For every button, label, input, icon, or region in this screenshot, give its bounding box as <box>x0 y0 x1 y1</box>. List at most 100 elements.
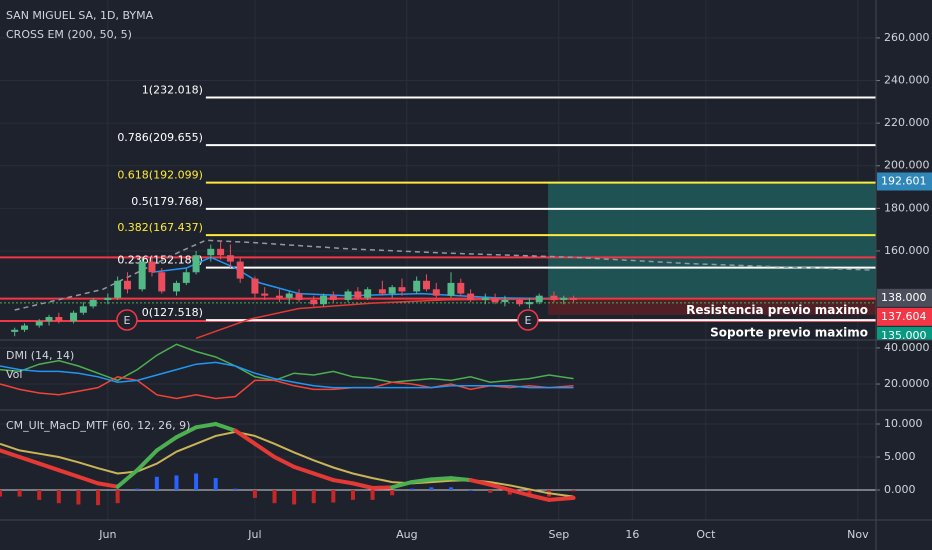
line-label: Resistencia previo maximo <box>686 303 868 317</box>
macd-segment <box>17 454 42 466</box>
macd-segment <box>96 481 120 489</box>
candle-body <box>516 299 524 305</box>
macd-segment <box>135 448 159 473</box>
histogram-bar <box>311 489 316 504</box>
histogram-bar <box>272 489 277 504</box>
candle-body <box>378 289 386 294</box>
indicator-line <box>0 343 574 383</box>
macd-segment <box>233 428 257 446</box>
candle-body <box>457 282 465 294</box>
x-tick-label: Jul <box>247 528 261 541</box>
candle-body <box>295 293 303 300</box>
macd-segment <box>527 493 552 502</box>
histogram-bar <box>292 489 297 505</box>
macd-segment <box>390 480 414 490</box>
fib-label: 0.236(152.180) <box>117 254 203 267</box>
loss-zone <box>548 297 876 315</box>
earnings-marker <box>116 309 138 331</box>
price-badge-label: 138.000 <box>881 291 927 304</box>
histogram-bar <box>233 488 238 490</box>
candle-body <box>525 302 533 305</box>
histogram-bar <box>507 489 512 495</box>
y-tick-label: 220.000 <box>884 116 930 129</box>
pane-title: DMI (14, 14) <box>6 349 74 362</box>
y-tick-label: 5.000 <box>884 450 916 463</box>
candle-body <box>261 293 269 296</box>
candle-body <box>432 289 440 296</box>
x-tick-label: Nov <box>847 528 869 541</box>
candle-body <box>570 297 578 300</box>
candle-body <box>501 299 509 303</box>
macd-segment <box>547 495 576 502</box>
indicator-line <box>0 376 574 400</box>
indicator-line <box>0 361 574 389</box>
candle-body <box>560 297 568 300</box>
candle-body <box>251 278 259 294</box>
price-badge <box>877 307 932 326</box>
y-tick-label: 240.000 <box>884 74 930 87</box>
y-tick-label: 20.0000 <box>884 377 930 390</box>
candle-body <box>70 312 78 322</box>
candle-body <box>236 261 244 279</box>
candle-body <box>344 291 352 300</box>
histogram-bar <box>17 489 22 497</box>
candle-body <box>310 299 318 305</box>
histogram-bar <box>350 489 355 500</box>
macd-segment <box>194 421 218 430</box>
macd-segment <box>213 421 238 433</box>
price-badge-label: 135.000 <box>881 329 927 342</box>
earnings-marker <box>517 309 539 331</box>
candle-body <box>138 261 146 290</box>
candle-body <box>320 295 328 305</box>
y-tick-label: 0.000 <box>884 483 916 496</box>
y-tick-label: 260.000 <box>884 31 930 44</box>
histogram-bar <box>468 489 473 491</box>
candle-body <box>285 293 293 298</box>
candle-body <box>364 289 372 298</box>
candle-body <box>481 297 489 300</box>
candle-body <box>217 248 225 256</box>
histogram-bar <box>37 489 42 500</box>
candle-body <box>158 272 166 292</box>
histogram-bar <box>331 489 336 503</box>
fib-label: 0(127.518) <box>142 306 203 319</box>
macd-segment <box>429 476 453 482</box>
y-tick-label: 200.000 <box>884 159 930 172</box>
histogram-bar <box>370 489 375 500</box>
candle-body <box>104 297 112 300</box>
candle-body <box>491 297 499 303</box>
macd-segment <box>331 478 355 486</box>
candle-body <box>329 295 337 300</box>
price-badge <box>877 326 932 340</box>
fib-label: 0.382(167.437) <box>117 221 203 234</box>
macd-segment <box>115 468 140 489</box>
histogram-bar <box>527 489 532 496</box>
candle-body <box>148 261 156 273</box>
price-badge <box>877 172 932 191</box>
candle-body <box>398 287 406 292</box>
x-tick-label: Jun <box>98 528 116 541</box>
candle-body <box>550 295 558 300</box>
macd-segment <box>488 482 512 492</box>
candle-body <box>226 255 234 262</box>
candle-body <box>55 316 63 322</box>
histogram-bar <box>115 489 120 504</box>
candle-body <box>467 293 475 300</box>
macd-segment <box>272 454 297 469</box>
candle-body <box>45 316 53 322</box>
macd-segment <box>37 461 61 473</box>
histogram-bar <box>488 489 493 493</box>
fib-label: 1(232.018) <box>142 84 203 97</box>
histogram-bar <box>56 489 61 504</box>
pane-subtitle: Vol <box>6 368 22 381</box>
candle-body <box>422 280 430 290</box>
macd-segment <box>252 441 277 459</box>
histogram-bar <box>429 487 434 490</box>
macd-segment <box>448 476 473 483</box>
macd-segment <box>370 485 395 490</box>
fib-label: 0.5(179.768) <box>131 195 203 208</box>
candle-body <box>79 306 87 313</box>
histogram-bar <box>174 475 179 490</box>
